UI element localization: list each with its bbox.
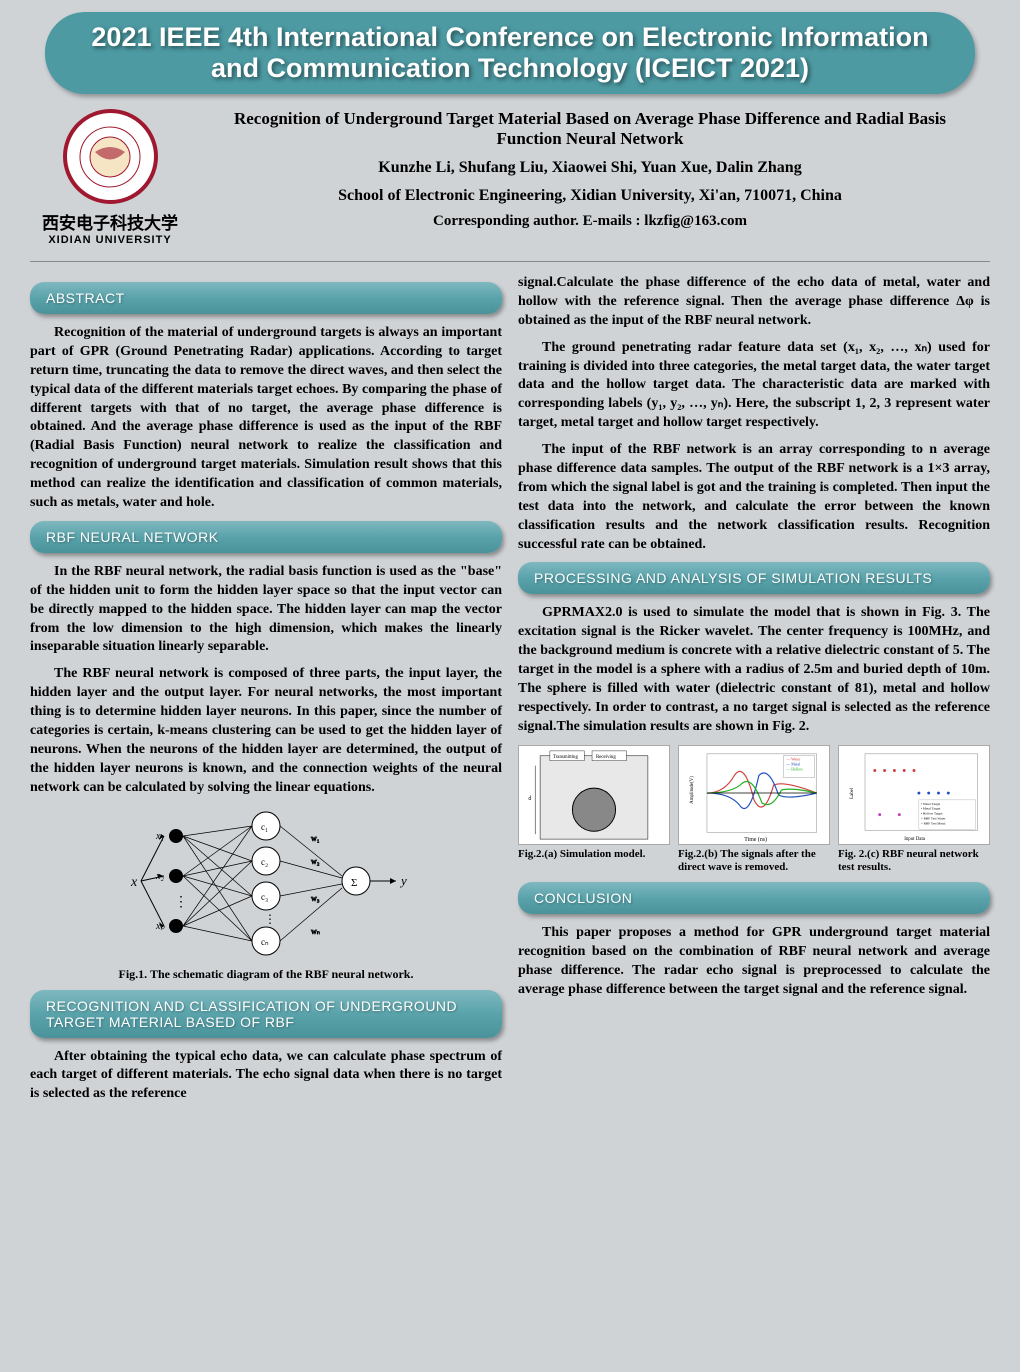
svg-text:x: x (130, 875, 138, 890)
paper-title: Recognition of Underground Target Materi… (200, 109, 980, 149)
figure2-row: Transmitting Receiving d Fig.2.(a) Simul… (518, 745, 990, 874)
abstract-text: Recognition of the material of undergrou… (30, 324, 502, 513)
svg-text:× RBF Test Water: × RBF Test Water (921, 816, 946, 820)
divider (30, 261, 990, 262)
left-column: ABSTRACT Recognition of the material of … (30, 274, 502, 1112)
svg-text:cₙ: cₙ (261, 937, 269, 947)
abstract-heading: ABSTRACT (30, 282, 502, 314)
svg-text:⋮: ⋮ (264, 912, 276, 926)
svg-text:Transmitting: Transmitting (553, 754, 579, 759)
university-name-en: XIDIAN UNIVERSITY (40, 234, 180, 246)
svg-text:× RBF Test Metal: × RBF Test Metal (921, 821, 946, 825)
conclusion-heading: CONCLUSION (518, 882, 990, 914)
svg-text:xₚ: xₚ (155, 921, 165, 932)
svg-text:c₂: c₂ (261, 857, 268, 867)
svg-text:w₂: w₂ (311, 857, 320, 866)
fig2c: • Water Target • Metal Target • Hollow T… (838, 745, 990, 874)
university-name-cn: 西安电子科技大学 (40, 209, 180, 234)
university-logo: 西安电子科技大学 XIDIAN UNIVERSITY (40, 109, 180, 246)
right-p1: signal.Calculate the phase difference of… (518, 274, 990, 331)
svg-text:⋮: ⋮ (174, 895, 188, 910)
svg-text:Time (ns): Time (ns) (744, 836, 767, 843)
conference-banner: 2021 IEEE 4th International Conference o… (45, 12, 975, 94)
fig2c-caption: Fig. 2.(c) RBF neural network test resul… (838, 848, 990, 874)
right-column: signal.Calculate the phase difference of… (518, 274, 990, 1112)
nn-diagram: x₁ x₂ xₚ ⋮ x c₁ c₂ c₃ cₙ ⋮ (30, 806, 502, 961)
svg-text:• Metal Target: • Metal Target (921, 806, 941, 810)
svg-text:— Water: — Water (785, 757, 801, 761)
authors: Kunzhe Li, Shufang Liu, Xiaowei Shi, Yua… (200, 159, 980, 177)
processing-heading: PROCESSING AND ANALYSIS OF SIMULATION RE… (518, 562, 990, 594)
svg-text:Receiving: Receiving (596, 754, 616, 759)
rbf-p1: In the RBF neural network, the radial ba… (30, 563, 502, 657)
rbf-p2: The RBF neural network is composed of th… (30, 665, 502, 797)
svg-text:• Water Target: • Water Target (921, 802, 941, 806)
rbf-heading: RBF NEURAL NETWORK (30, 521, 502, 553)
svg-text:d: d (528, 796, 531, 802)
svg-text:Label: Label (850, 787, 855, 799)
fig2a-caption: Fig.2.(a) Simulation model. (518, 848, 670, 861)
svg-text:c₃: c₃ (261, 892, 268, 902)
fig2b: — Water — Metal — Hollow Time (ns) Ampli… (678, 745, 830, 874)
header: 西安电子科技大学 XIDIAN UNIVERSITY Recognition o… (0, 104, 1020, 256)
fig2a: Transmitting Receiving d Fig.2.(a) Simul… (518, 745, 670, 874)
recognition-heading: RECOGNITION AND CLASSIFICATION OF UNDERG… (30, 990, 502, 1038)
svg-text:w₃: w₃ (311, 894, 320, 903)
svg-text:Σ: Σ (351, 877, 357, 889)
corresponding-email: Corresponding author. E-mails : lkzfig@1… (200, 213, 980, 230)
recognition-p1: After obtaining the typical echo data, w… (30, 1048, 502, 1105)
svg-text:Input Data: Input Data (904, 837, 926, 842)
right-p3: The input of the RBF network is an array… (518, 441, 990, 554)
content-columns: ABSTRACT Recognition of the material of … (0, 274, 1020, 1112)
university-seal-icon (63, 109, 158, 204)
svg-text:Amplitude(V): Amplitude(V) (690, 775, 695, 803)
svg-text:• Hollow Target: • Hollow Target (921, 811, 943, 815)
svg-text:y: y (399, 873, 407, 888)
svg-text:c₁: c₁ (261, 822, 268, 832)
svg-text:wₙ: wₙ (311, 927, 320, 936)
svg-text:— Hollow: — Hollow (785, 767, 803, 771)
processing-p: GPRMAX2.0 is used to simulate the model … (518, 604, 990, 736)
paper-header: Recognition of Underground Target Materi… (200, 109, 980, 246)
right-p2: The ground penetrating radar feature dat… (518, 339, 990, 433)
svg-text:w₁: w₁ (311, 834, 320, 843)
fig1-caption: Fig.1. The schematic diagram of the RBF … (30, 967, 502, 982)
conclusion-p: This paper proposes a method for GPR und… (518, 924, 990, 1000)
svg-text:— Metal: — Metal (785, 762, 800, 766)
affiliation: School of Electronic Engineering, Xidian… (200, 187, 980, 205)
fig2b-caption: Fig.2.(b) The signals after the direct w… (678, 848, 830, 874)
